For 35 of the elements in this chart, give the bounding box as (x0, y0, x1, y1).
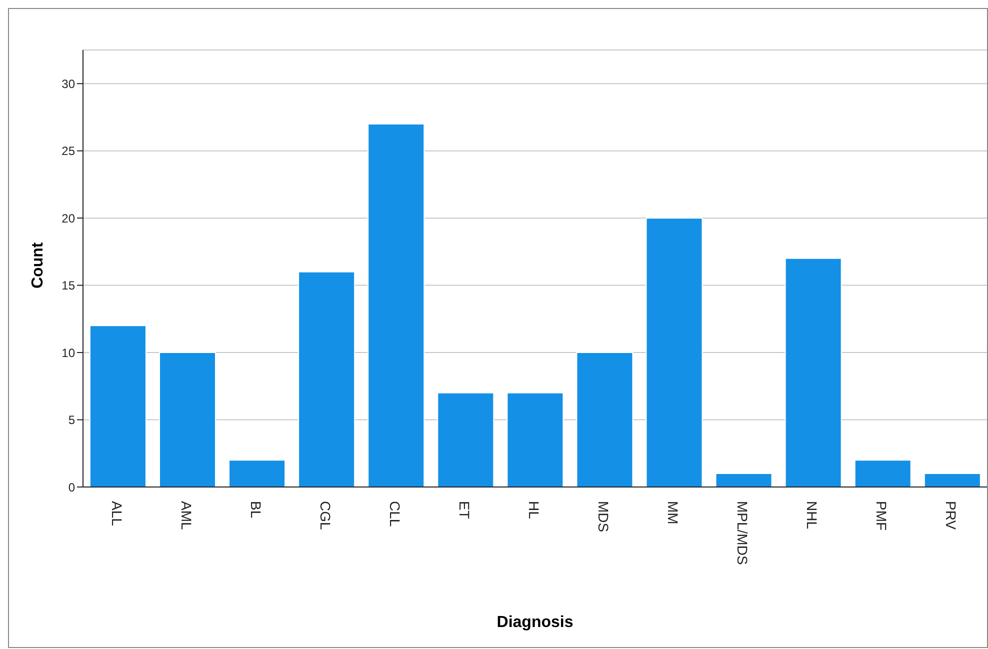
y-axis-title: Count (30, 242, 47, 288)
y-tick-label: 10 (62, 346, 76, 360)
x-tick-label: ET (456, 501, 472, 520)
bar (576, 352, 634, 487)
bar (158, 352, 216, 487)
y-tick-label: 20 (62, 211, 76, 226)
bar (298, 271, 356, 487)
x-tick-label: PMF (874, 501, 890, 531)
x-axis-title: Diagnosis (496, 614, 574, 631)
x-tick-label: MM (665, 501, 682, 524)
x-tick-label: HL (526, 501, 542, 520)
bar (228, 460, 286, 487)
x-tick-label: MPL/MDS (734, 501, 751, 565)
bar (715, 473, 772, 487)
x-tick-label: CLL (386, 501, 403, 527)
bar (854, 460, 912, 487)
y-tick-label: 15 (62, 278, 76, 293)
bar (924, 473, 981, 487)
bar (437, 392, 494, 487)
x-tick-label: CGL (317, 501, 334, 530)
x-tick-label: BL (248, 501, 264, 518)
y-tick-label: 30 (62, 76, 76, 91)
x-tick-label: AML (178, 501, 194, 530)
x-tick-label: PRV (943, 501, 960, 530)
bar (506, 392, 564, 487)
x-tick-label: ALL (108, 501, 125, 526)
bar (89, 325, 146, 487)
bar (646, 218, 703, 487)
x-tick-label: NHL (804, 501, 820, 530)
x-tick-label: MDS (596, 501, 612, 532)
y-tick-label: 5 (68, 413, 76, 428)
bar (368, 123, 425, 487)
y-tick-label: 25 (62, 144, 76, 158)
y-tick-label: 0 (68, 480, 76, 494)
bar (784, 258, 842, 487)
